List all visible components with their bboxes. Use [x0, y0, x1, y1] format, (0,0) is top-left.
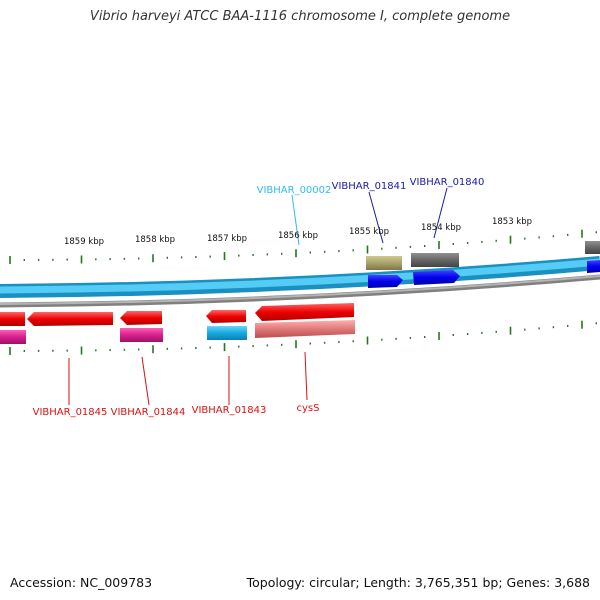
gene-label-reverse[interactable]: VIBHAR_01845 — [33, 407, 108, 418]
reverse-strand-backbone-highlight — [0, 275, 600, 305]
gene-label-leader — [433, 187, 448, 239]
gene-label-reverse[interactable]: VIBHAR_01843 — [192, 405, 267, 416]
gene-label-leader — [368, 191, 384, 244]
gene-box-reverse[interactable] — [207, 326, 247, 340]
gene-label-forward[interactable]: VIBHAR_01841 — [332, 181, 407, 192]
gene-label-forward[interactable]: VIBHAR_00002 — [257, 185, 332, 196]
gene-box-forward[interactable] — [366, 256, 402, 270]
kbp-label: 1858 kbp — [135, 235, 175, 245]
gene-label-leader — [304, 351, 308, 401]
kbp-label: 1856 kbp — [278, 231, 318, 241]
kbp-label: 1854 kbp — [421, 223, 461, 233]
gene-box-forward[interactable] — [585, 241, 600, 254]
kbp-label: 1855 kbp — [349, 227, 389, 237]
accession-text: Accession: NC_009783 — [10, 575, 153, 590]
gene-label-leader — [141, 356, 150, 406]
gene-label-reverse[interactable]: cysS — [297, 403, 320, 414]
gene-label-leader — [291, 194, 300, 246]
gene-box-reverse[interactable] — [255, 320, 355, 338]
cds-arrow-forward[interactable] — [368, 275, 403, 288]
genome-title: Vibrio harveyi ATCC BAA-1116 chromosome … — [89, 9, 511, 24]
cds-arrow-reverse[interactable] — [27, 312, 113, 326]
gene-box-reverse[interactable] — [120, 328, 163, 342]
reverse-tick-row — [9, 320, 597, 355]
cds-arrow-forward[interactable] — [587, 260, 600, 273]
gene-label-forward[interactable]: VIBHAR_01840 — [410, 177, 485, 188]
kbp-label: 1853 kbp — [492, 217, 532, 227]
cds-arrow-reverse[interactable] — [255, 303, 354, 321]
kbp-label: 1859 kbp — [64, 237, 104, 247]
forward-strand-backbone-highlight — [0, 258, 600, 294]
genome-summary-text: Topology: circular; Length: 3,765,351 bp… — [246, 575, 590, 590]
cds-arrow-forward[interactable] — [413, 270, 460, 285]
cds-arrow-reverse[interactable] — [0, 312, 25, 326]
gene-box-forward[interactable] — [411, 253, 459, 267]
gene-label-reverse[interactable]: VIBHAR_01844 — [111, 407, 186, 418]
cds-arrow-reverse[interactable] — [206, 310, 246, 323]
cds-arrow-reverse[interactable] — [120, 311, 162, 325]
gene-box-reverse[interactable] — [0, 330, 26, 344]
kbp-label: 1857 kbp — [207, 234, 247, 244]
forward-tick-row — [9, 229, 597, 264]
